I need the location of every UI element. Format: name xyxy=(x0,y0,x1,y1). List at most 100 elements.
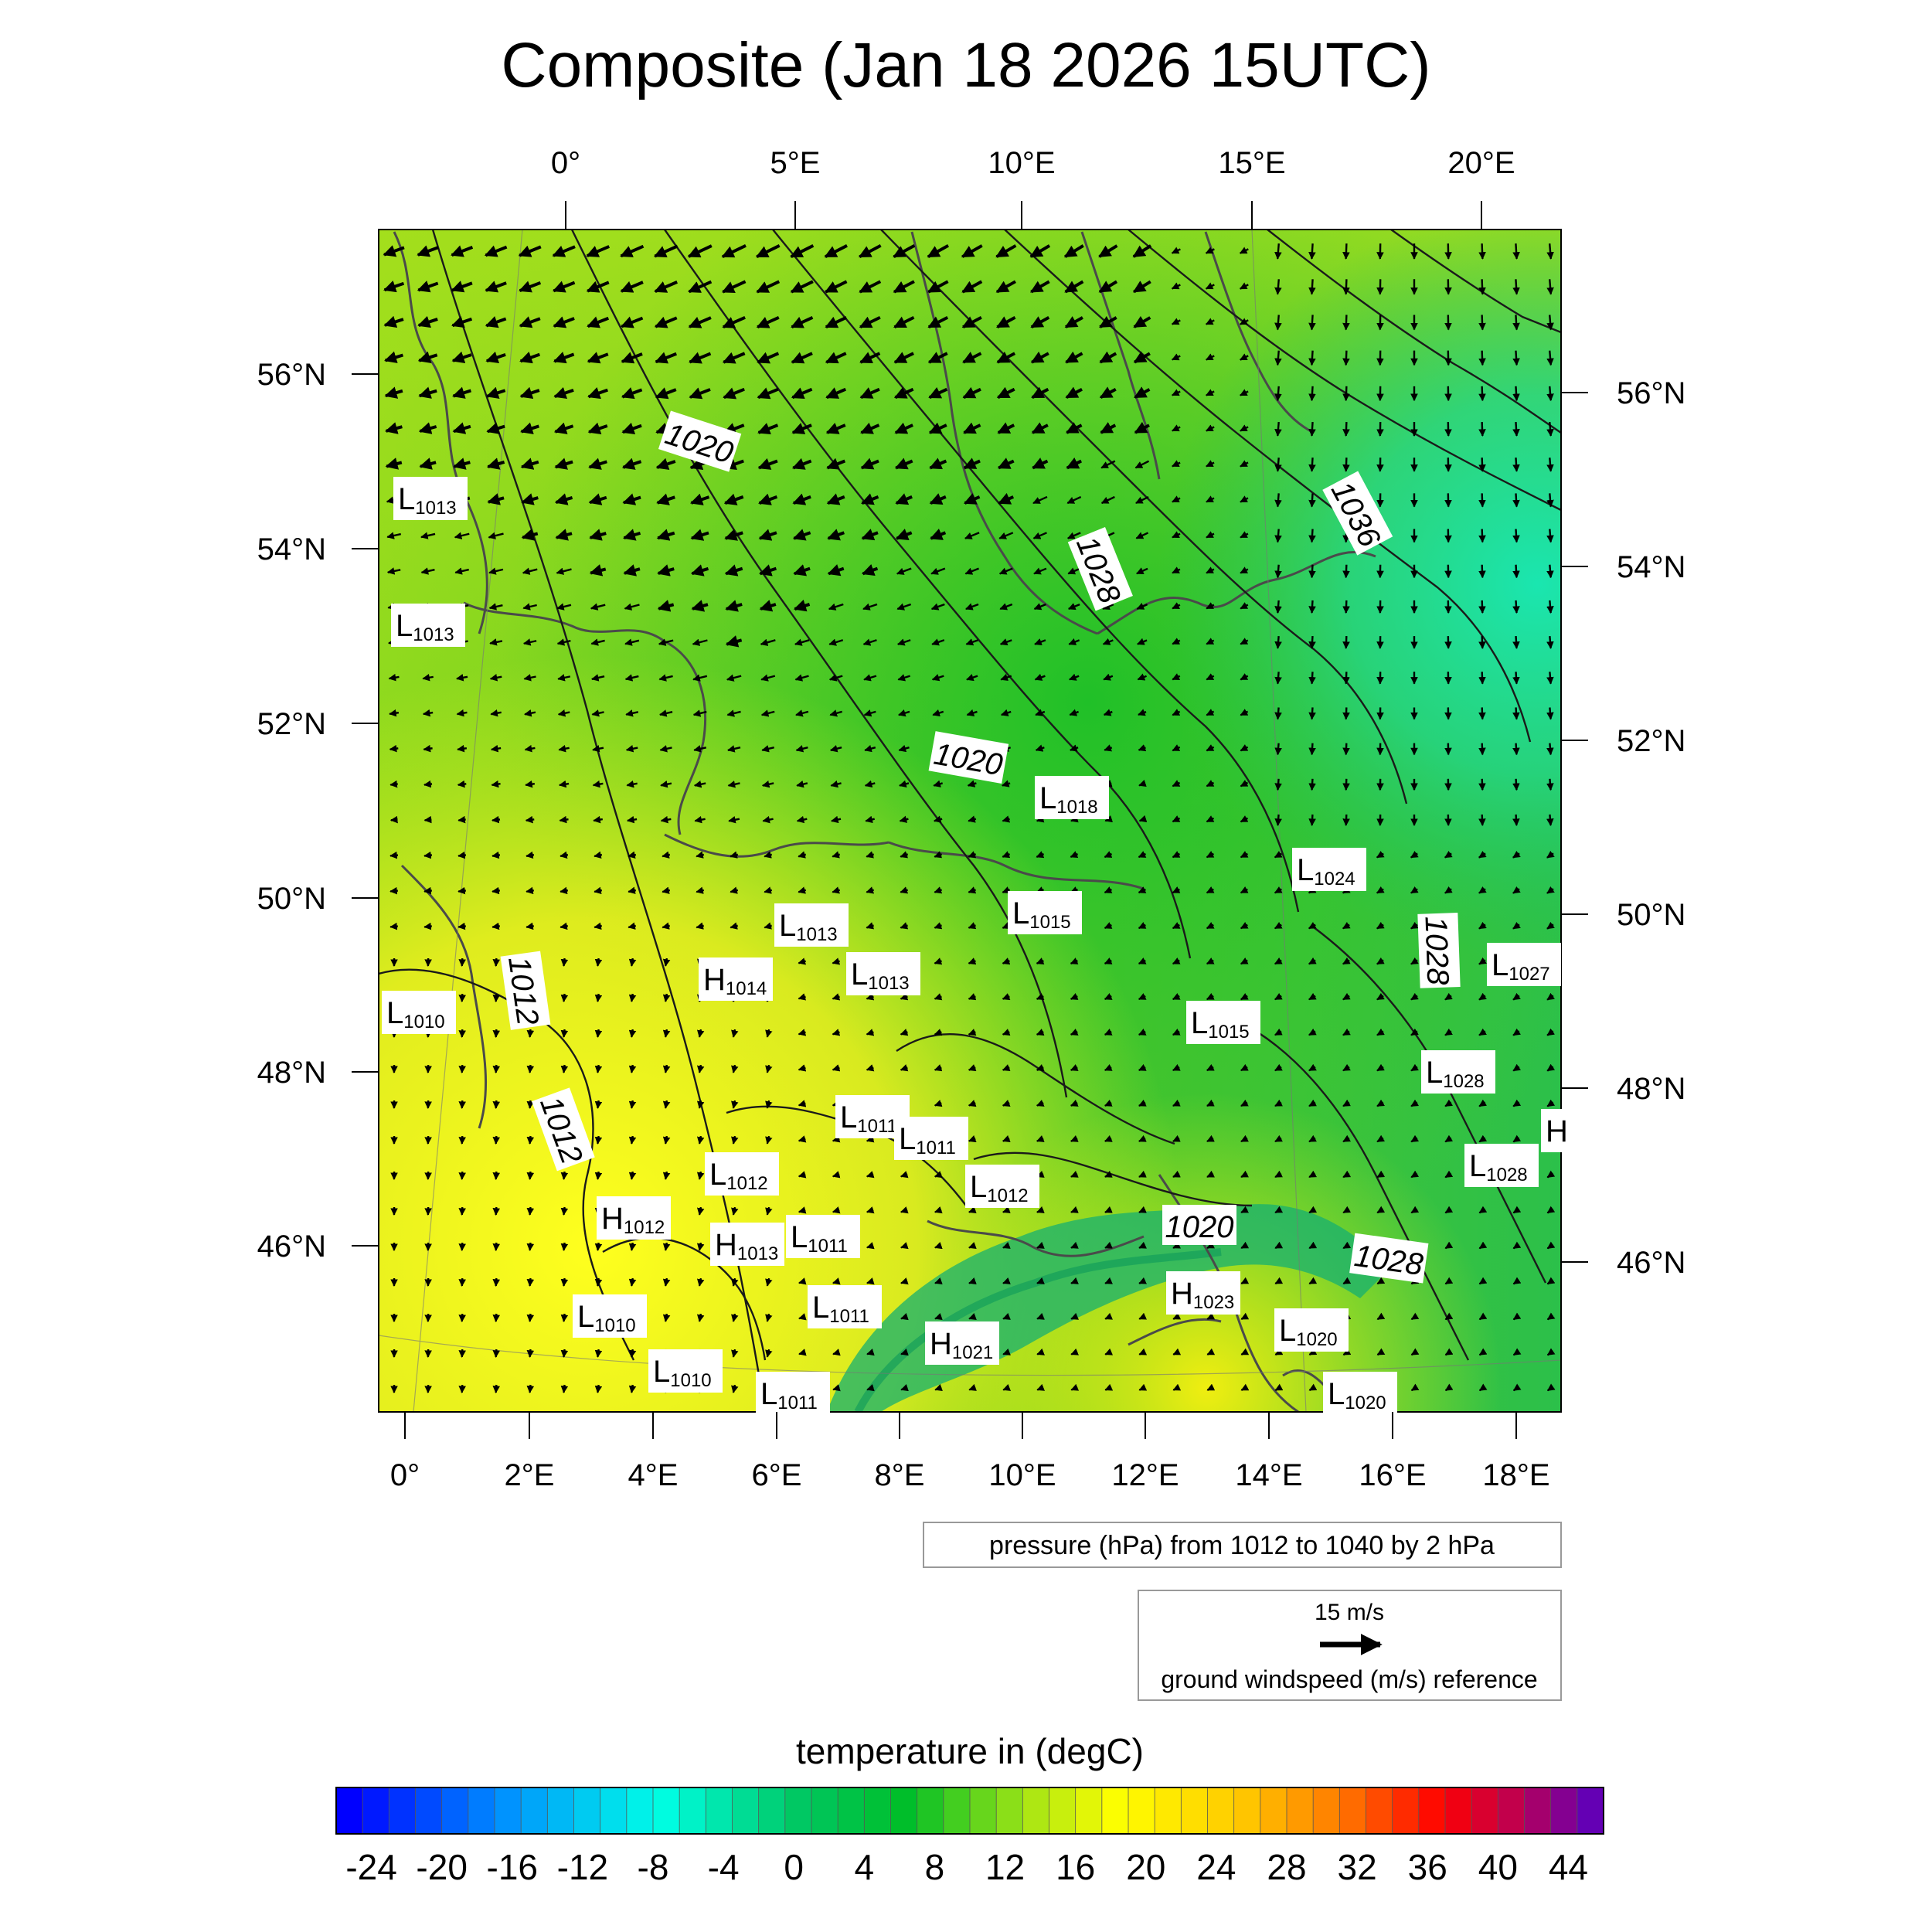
wind-vector xyxy=(1512,672,1520,685)
pressure-center-label: H xyxy=(1546,1114,1568,1148)
wind-vector xyxy=(1376,957,1385,965)
colorbar-cell xyxy=(732,1787,760,1835)
wind-vector xyxy=(760,674,776,682)
wind-vector xyxy=(727,745,741,753)
wind-vector xyxy=(417,245,439,257)
wind-vector xyxy=(1546,743,1554,756)
wind-vector xyxy=(1171,247,1181,254)
wind-vector xyxy=(1512,743,1520,756)
wind-vector xyxy=(832,1064,841,1072)
wind-vector xyxy=(452,422,471,434)
wind-vector xyxy=(791,315,814,329)
wind-vector xyxy=(1546,850,1555,859)
wind-vector xyxy=(553,422,574,434)
wind-vector xyxy=(628,1135,637,1145)
wind-vector xyxy=(798,851,807,859)
wind-vector xyxy=(996,316,1016,328)
wind-vector xyxy=(832,1029,841,1036)
wind-vector xyxy=(1546,315,1554,331)
wind-vector xyxy=(628,1349,637,1358)
wind-vector xyxy=(828,638,844,646)
wind-vector xyxy=(522,567,538,575)
wind-vector xyxy=(1206,1099,1215,1107)
wind-vector xyxy=(1205,282,1215,290)
wind-vector xyxy=(1034,673,1046,681)
wind-vector xyxy=(1478,778,1486,791)
wind-vector xyxy=(968,1029,977,1036)
wind-vector xyxy=(1036,1134,1045,1142)
wind-vector xyxy=(893,244,916,258)
wind-vector xyxy=(1063,244,1084,258)
wind-vector xyxy=(725,635,743,648)
wind-vector xyxy=(626,780,638,788)
wind-vector xyxy=(492,1171,501,1180)
wind-vector xyxy=(1036,1277,1045,1284)
wind-vector xyxy=(587,387,608,400)
wind-vector xyxy=(1512,992,1521,1001)
isobar-label: 1028 xyxy=(1418,916,1454,986)
wind-vector xyxy=(526,1064,535,1073)
wind-vector xyxy=(560,993,569,1002)
wind-vector xyxy=(968,815,977,823)
wind-vector xyxy=(968,851,977,859)
wind-vector xyxy=(620,244,645,258)
wind-vector xyxy=(1206,815,1215,823)
wind-vector xyxy=(832,993,841,1001)
wind-vector xyxy=(1410,1063,1419,1072)
wind-vector xyxy=(1512,1312,1522,1321)
wind-vector xyxy=(1444,1312,1454,1321)
colorbar-tick-label: -16 xyxy=(487,1847,538,1887)
wind-vector xyxy=(1478,243,1486,260)
wind-vector xyxy=(866,1206,875,1214)
wind-vector xyxy=(420,567,435,575)
wind-vector xyxy=(620,281,644,293)
wind-vector xyxy=(1104,1348,1114,1355)
wind-vector xyxy=(765,1135,773,1145)
wind-vector xyxy=(1138,744,1147,752)
wind-vector xyxy=(662,1100,671,1109)
wind-vector xyxy=(588,493,607,505)
wind-vector xyxy=(560,1277,569,1287)
colorbar-tick-label: 8 xyxy=(925,1847,945,1887)
wind-vector xyxy=(866,922,875,930)
colorbar-cell xyxy=(441,1787,469,1835)
wind-vector xyxy=(1206,922,1215,930)
wind-vector xyxy=(998,492,1015,505)
wind-vector xyxy=(560,1064,569,1073)
bottom-lon-label: 6°E xyxy=(752,1458,802,1492)
wind-vector xyxy=(964,532,980,539)
wind-vector xyxy=(522,638,537,646)
wind-vector xyxy=(1478,672,1486,685)
wind-vector xyxy=(731,1100,739,1109)
wind-vector xyxy=(1064,280,1084,294)
wind-vector xyxy=(931,638,945,646)
wind-vector xyxy=(587,422,608,434)
wind-vector xyxy=(965,638,978,646)
colorbar-cell xyxy=(1128,1787,1156,1835)
wind-vector xyxy=(385,457,403,470)
wind-vector xyxy=(1342,600,1350,614)
wind-vector xyxy=(864,780,876,788)
wind-vector xyxy=(451,281,473,293)
wind-vector xyxy=(655,457,676,470)
wind-vector xyxy=(1342,457,1350,472)
wind-vector xyxy=(934,1171,943,1179)
wind-vector xyxy=(1035,744,1045,752)
wind-vector xyxy=(731,1313,739,1322)
wind-vector xyxy=(968,1277,977,1284)
wind-vector xyxy=(1376,1028,1385,1036)
wind-vector xyxy=(1205,247,1215,254)
colorbar-tick-label: 20 xyxy=(1126,1847,1165,1887)
wind-vector xyxy=(726,709,741,717)
wind-vector xyxy=(1036,957,1045,965)
wind-vector xyxy=(829,709,842,717)
wind-vector xyxy=(525,815,535,824)
wind-vector xyxy=(1002,1064,1011,1072)
wind-vector xyxy=(628,1277,637,1287)
wind-vector xyxy=(1240,886,1249,894)
wind-vector xyxy=(996,386,1015,400)
wind-vector xyxy=(383,281,405,293)
wind-vector xyxy=(897,674,910,682)
wind-vector xyxy=(1308,1170,1318,1179)
wind-vector xyxy=(1029,280,1050,294)
